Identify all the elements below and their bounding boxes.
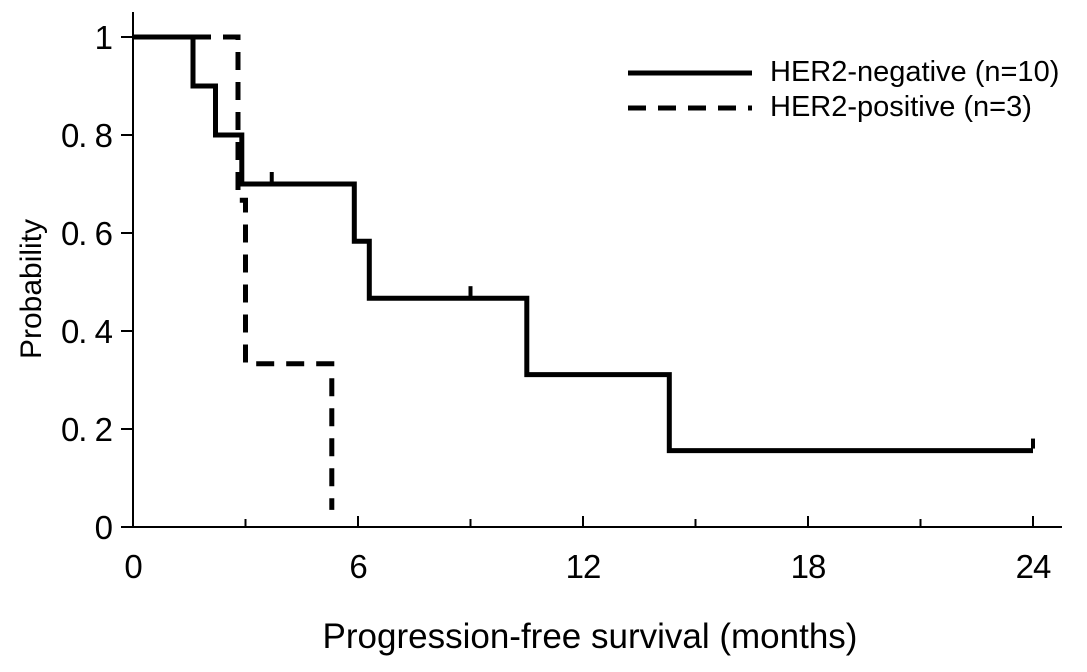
x-tick-label: 0 <box>124 548 142 585</box>
y-tick-label: 0. 4 <box>61 313 113 350</box>
x-axis-title: Progression-free survival (months) <box>322 617 858 656</box>
x-tick-label: 12 <box>566 548 601 585</box>
legend: HER2-negative (n=10) HER2-positive (n=3) <box>628 55 1059 125</box>
y-axis-title: Probability <box>15 218 48 360</box>
legend-label-her2-negative: HER2-negative (n=10) <box>770 56 1060 88</box>
x-tick-label: 18 <box>791 548 826 585</box>
legend-item-her2-positive: HER2-positive (n=3) <box>628 90 1059 125</box>
legend-item-her2-negative: HER2-negative (n=10) <box>628 55 1059 90</box>
y-tick-label: 0. 6 <box>61 215 112 252</box>
solid-line-icon <box>628 70 752 75</box>
series-line-her2-positive-n-3 <box>133 34 335 510</box>
y-tick-label: 0. 2 <box>61 411 112 448</box>
y-tick-label: 1 <box>95 19 112 56</box>
x-tick-label: 24 <box>1016 548 1051 585</box>
y-tick-label: 0. 8 <box>61 117 112 154</box>
legend-label-her2-positive: HER2-positive (n=3) <box>770 91 1032 123</box>
series-line-her2-negative-n-10 <box>133 34 1033 454</box>
y-tick-label: 0 <box>95 509 113 546</box>
x-tick-label: 6 <box>349 548 366 585</box>
dashed-line-icon <box>628 105 752 110</box>
